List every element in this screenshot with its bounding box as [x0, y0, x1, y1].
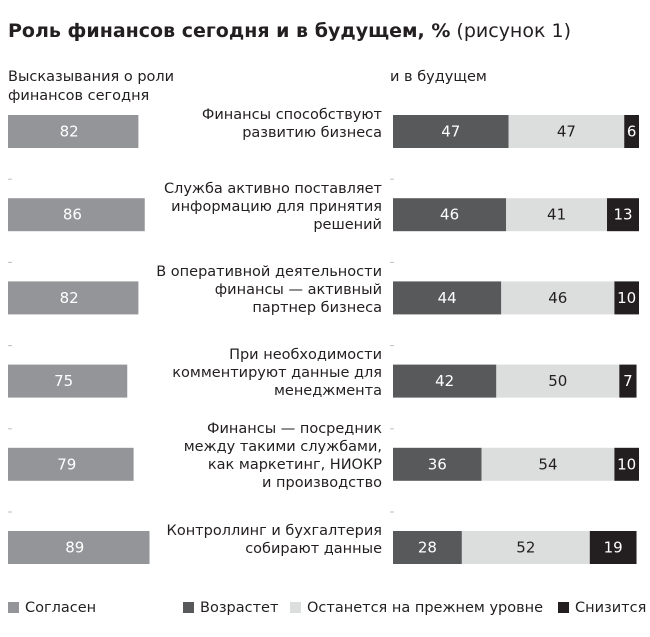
legend-label: Снизится	[575, 600, 647, 616]
statement-line: Служба активно поставляет	[163, 180, 382, 197]
bar-decline-value: 10	[617, 289, 636, 307]
bar-decline-value: 6	[627, 123, 637, 141]
legend-swatch	[558, 602, 569, 613]
statement-label: Финансы способствуют развитию бизнеса	[140, 106, 382, 142]
chart-title-main: Роль финансов сегодня и в будущем, %	[8, 20, 451, 42]
statement-line: как маркетинг, НИОКР	[207, 457, 382, 474]
statement-line: между такими службами,	[183, 439, 382, 456]
statement-line: менеджмента	[273, 383, 382, 400]
statement-label: В оперативной деятельности финансы — акти…	[140, 263, 382, 317]
bar-decline-value: 7	[623, 372, 633, 390]
left-header-line: Высказывания о роли	[8, 69, 175, 85]
bar-same-value: 52	[516, 539, 535, 557]
chart-title-note: (рисунок 1)	[456, 20, 571, 42]
bar-agree-value: 82	[60, 123, 79, 141]
bar-decline	[589, 531, 637, 564]
statement-line: финансы — активный	[214, 281, 382, 298]
legend-item: Согласен	[8, 600, 96, 616]
statement-line: решений	[313, 216, 382, 233]
legend-label: Останется на прежнем уровне	[307, 600, 544, 616]
bar-decline-value: 19	[604, 539, 623, 557]
bar-same-value: 50	[548, 372, 567, 390]
legend-item: Останется на прежнем уровне	[290, 600, 543, 616]
bar-grow	[393, 531, 462, 564]
statement-line: Финансы — посредник	[206, 421, 382, 438]
bar-same	[506, 198, 608, 232]
bar-agree-value: 75	[54, 372, 73, 390]
bar-grow-value: 47	[441, 123, 460, 141]
bar-decline	[614, 281, 639, 315]
statement-line: В оперативной деятельности	[156, 263, 382, 280]
statement-line: собирают данные	[245, 540, 382, 557]
legend-label: Согласен	[25, 600, 97, 616]
bar-agree-value: 79	[57, 455, 76, 473]
bar-same	[501, 281, 615, 315]
statement-line: развитию бизнеса	[242, 124, 382, 141]
bar-agree	[8, 364, 128, 398]
bar-same	[496, 364, 620, 398]
bar-agree	[8, 115, 139, 148]
chart-title: Роль финансов сегодня и в будущем, % (ри…	[8, 20, 571, 42]
legend-swatch	[290, 602, 301, 613]
bar-decline	[624, 115, 639, 148]
statement-line: комментируют данные для	[172, 365, 382, 382]
left-panel-header: Высказывания о роли финансов сегодня	[8, 68, 228, 106]
bar-same-value: 47	[557, 123, 576, 141]
bar-grow	[393, 115, 509, 148]
statement-line: партнер бизнеса	[252, 299, 382, 316]
statement-line: Контроллинг и бухгалтерия	[166, 522, 382, 539]
bar-agree-value: 89	[65, 539, 84, 557]
statement-line: Финансы способствуют	[201, 106, 382, 123]
bar-same-value: 46	[548, 289, 567, 307]
bar-same	[508, 115, 625, 148]
bar-decline	[619, 364, 637, 398]
bar-agree-value: 86	[63, 206, 82, 224]
statement-label: Финансы — посредник между такими службами…	[140, 420, 382, 492]
bar-grow	[393, 281, 502, 315]
bar-agree	[8, 281, 139, 315]
bar-agree	[8, 531, 150, 564]
bar-same	[461, 531, 590, 564]
bar-agree	[8, 198, 145, 232]
statement-label: Контроллинг и бухгалтерия собирают данные	[140, 522, 382, 558]
bar-same-value: 41	[547, 206, 566, 224]
bar-grow	[393, 198, 507, 232]
legend-item: Возрастет	[183, 600, 278, 616]
statement-label: Служба активно поставляет информацию для …	[140, 180, 382, 234]
bar-grow-value: 28	[418, 539, 437, 557]
statement-line: и производство	[261, 475, 382, 492]
legend-item: Снизится	[558, 600, 646, 616]
bar-grow-value: 46	[440, 206, 459, 224]
left-header-line: финансов сегодня	[8, 88, 150, 104]
bar-decline-value: 10	[617, 455, 636, 473]
legend-swatch	[183, 602, 194, 613]
statement-line: При необходимости	[229, 347, 382, 364]
legend-label: Возрастет	[200, 600, 279, 616]
bar-decline	[607, 198, 639, 232]
bar-grow	[393, 447, 482, 481]
bar-decline	[614, 447, 639, 481]
bar-grow-value: 44	[438, 289, 457, 307]
bar-decline-value: 13	[613, 206, 632, 224]
bar-grow-value: 36	[428, 455, 447, 473]
bar-same-value: 54	[538, 455, 557, 473]
bar-grow	[393, 364, 497, 398]
legend-swatch	[8, 602, 19, 613]
bar-agree-value: 82	[60, 289, 79, 307]
bar-agree	[8, 447, 134, 481]
bar-same	[481, 447, 615, 481]
bar-grow-value: 42	[435, 372, 454, 390]
statement-label: При необходимости комментируют данные для…	[140, 346, 382, 400]
statement-line: информацию для принятия	[171, 198, 382, 215]
right-panel-header: и в будущем	[390, 69, 487, 85]
